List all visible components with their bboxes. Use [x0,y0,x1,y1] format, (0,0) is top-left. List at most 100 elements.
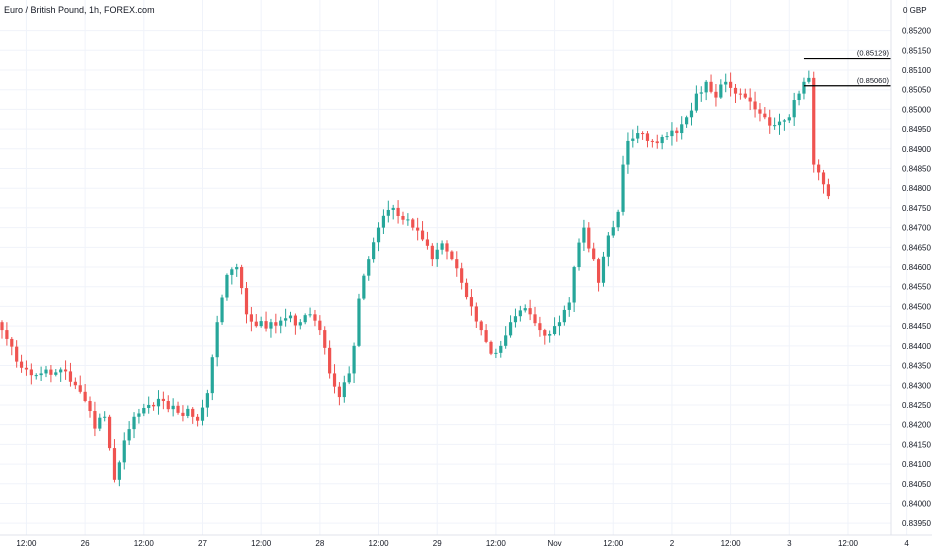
time-axis[interactable]: 12:00 26 12:00 27 12:00 28 12:00 29 12:00 Nov 12:0… [16,539,909,548]
candle [636,125,640,144]
candle-body [332,373,337,387]
candle-body [440,243,444,250]
candle-body [88,401,92,412]
candle-body [54,372,58,375]
candle [308,307,312,318]
candle-body [680,124,684,134]
candle [0,320,4,339]
candle [332,364,337,394]
candle-body [420,230,425,240]
candle [63,360,68,380]
candle [362,273,366,301]
price-axis[interactable]: 0.85200 0.85150 0.85100 0.85050 0.85000 0.849… [902,27,931,529]
candle [499,340,503,358]
candle [494,348,498,359]
candle-body [596,259,601,283]
candle [518,305,522,322]
candle [582,219,586,251]
candle [386,200,390,223]
candle-body [543,330,547,336]
price-tick-label: 0.84350 [902,362,931,371]
candle [640,131,645,140]
candle [557,315,562,336]
candle-body [650,140,654,142]
candle-body [24,367,29,370]
candle [44,365,48,378]
candle [5,322,9,346]
candle [357,293,361,348]
price-tick-label: 0.84850 [902,165,931,174]
price-tick-label: 0.84800 [902,184,931,193]
candle [88,396,92,418]
time-tick-label: Nov [547,539,561,548]
candle-body [738,93,742,95]
candle-body [616,211,620,228]
time-tick-label: 12:00 [251,539,272,548]
candle [210,354,214,401]
candle-body [548,334,552,336]
candle-body [689,110,694,118]
candle [318,315,322,336]
candle-body [763,113,767,118]
candle [758,103,762,122]
candle [567,297,571,317]
candle-body [171,405,175,410]
candle-body [323,330,327,348]
candle-body [44,369,48,374]
candle-body [631,138,635,141]
candle [733,84,738,103]
candle-body [430,245,434,260]
price-level-label: (0.85060) [857,76,890,85]
candle [269,318,273,338]
candle-body [328,347,332,374]
price-tick-label: 0.84200 [902,421,931,430]
candle-body [582,227,586,243]
candle-body [479,321,483,331]
candle-body [513,316,518,323]
candle [200,399,205,426]
candle [768,109,772,134]
candle [474,302,478,329]
candle [235,263,239,277]
candle [298,319,302,330]
candle-body [562,309,566,323]
candle-body [127,429,131,441]
candle-body [768,117,772,126]
candle [508,315,513,338]
candle [225,273,229,301]
candle [504,326,508,349]
candle-body [455,259,459,269]
candle-body [587,227,591,249]
candle-body [685,117,689,125]
candle-body [748,97,752,102]
candle-body [396,207,400,216]
candle-body [416,227,420,231]
price-tick-label: 0.84250 [902,401,931,410]
candle-body [724,81,728,85]
candle-body [528,308,532,315]
candle [171,398,175,417]
candle-body [484,330,488,342]
candle-body [577,242,581,268]
candle-body [15,346,19,362]
candle [186,405,190,419]
candle-body [777,121,782,126]
candle-body [592,248,596,260]
candle-body [557,322,562,327]
candle [435,242,439,267]
time-tick-label: 26 [81,539,90,548]
candle [303,313,307,325]
candle-body [337,386,342,398]
candle [675,127,679,142]
candle [73,377,77,390]
candle-body [269,322,273,329]
candle-body [347,373,351,383]
candle-body [665,136,669,138]
price-tick-label: 0.84450 [902,322,931,331]
candle-body [817,164,821,173]
candle-body [655,141,659,144]
candle [166,395,170,413]
candle-body [670,130,674,137]
candle-body [200,407,205,421]
